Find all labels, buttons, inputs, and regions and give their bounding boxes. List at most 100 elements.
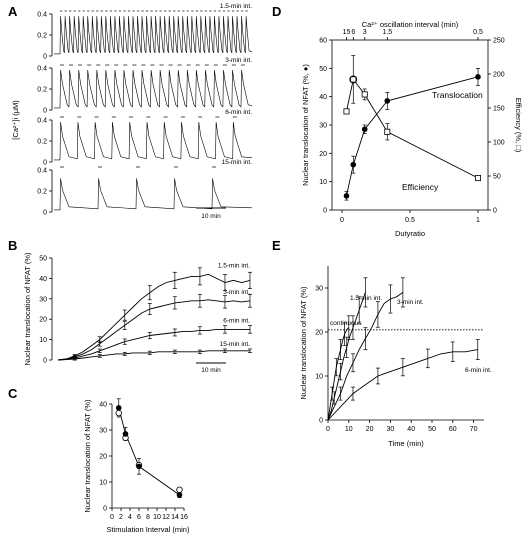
ca-trace-3: 0 0.2 0.4 15-min int. <box>37 159 252 217</box>
ca-trace-label: 3-min int. <box>225 57 252 64</box>
panel-e-xlabel: Time (min) <box>388 439 424 448</box>
ca-trace-y-tick-label: 0.4 <box>37 168 47 175</box>
ca-trace-line <box>54 178 253 211</box>
panel-d-efficiency-label: Efficiency <box>402 182 439 192</box>
panel-c-filled-marker <box>122 431 129 437</box>
panel-d-efficiency-marker <box>343 108 350 115</box>
panel-c-x-tick-label: 14 <box>171 514 179 521</box>
panel-e-series-label: 3-min int. <box>397 299 424 306</box>
ca-trace-line <box>54 70 253 109</box>
panel-label-b: B <box>8 238 17 253</box>
ca-trace-y-tick-label: 0.2 <box>37 139 47 146</box>
panel-c-xlabel: Stimulation Interval (min) <box>107 525 190 534</box>
ca-trace-y-tick-label: 0 <box>43 210 47 217</box>
panel-e-x-tick-label: 50 <box>428 426 436 433</box>
panel-c-filled-marker <box>115 405 122 411</box>
panel-d-y-right-tick-label: 150 <box>493 106 505 113</box>
panel-e-series-label: 6-min int. <box>465 367 492 374</box>
panel-d: 0 10 20 30 40 50 60 0 50 100 150 200 250 0 0.5 1 15 6 3 1.5… <box>301 20 523 238</box>
panel-d-translocation-marker <box>350 161 357 168</box>
ca-trace-y-tick-label: 0.2 <box>37 189 47 196</box>
panel-label-c: C <box>8 386 18 401</box>
panel-d-translocation-marker <box>361 126 368 133</box>
panel-c-x-tick-label: 0 <box>110 514 114 521</box>
panel-a-scale-bar-label: 10 min <box>201 213 221 220</box>
panel-b-series-line <box>57 273 251 361</box>
panel-b-series-line <box>57 299 251 361</box>
panel-c-filled-marker <box>176 492 183 498</box>
panel-e-x-tick-label: 10 <box>345 426 353 433</box>
ca-trace-0: 0 0.2 0.4 1.5-min int. <box>37 3 252 61</box>
panel-b-series-label: 15-min int. <box>220 341 251 348</box>
ca-trace-y-tick-label: 0.2 <box>37 87 47 94</box>
panel-c-open-marker <box>176 486 183 493</box>
ca-trace-label: 15-min int. <box>222 159 253 166</box>
ca-trace-y-tick-label: 0.4 <box>37 12 47 19</box>
panel-d-y-right-tick-label: 100 <box>493 140 505 147</box>
panel-d-y-tick-label: 60 <box>319 38 327 45</box>
panel-c-filled-marker <box>136 463 142 470</box>
panel-e-series-line <box>327 327 350 421</box>
ca-trace-label: 1.5-min int. <box>220 3 252 10</box>
panel-d-translocation-marker <box>384 98 391 104</box>
panel-e-x-tick-label: 70 <box>470 426 478 433</box>
panel-b-ylabel: Nuclear translocation of NFAT (%) <box>23 252 32 366</box>
panel-d-top-tick-label: 6 <box>351 29 355 36</box>
panel-d-top-axis-label: Ca²⁺ oscillation interval (min) <box>362 20 459 29</box>
panel-e-y-tick-label: 0 <box>319 418 323 425</box>
panel-e-x-tick-label: 60 <box>449 426 457 433</box>
panel-a-ylabel: [Ca²⁺]i (μM) <box>11 100 20 140</box>
panel-c-series-line <box>118 407 180 496</box>
panel-e-y-tick-label: 30 <box>315 286 323 293</box>
panel-d-translocation-marker <box>343 193 350 199</box>
panel-b-series-line <box>57 350 250 361</box>
ca-trace-y-tick-label: 0.4 <box>37 118 47 125</box>
ca-trace-y-tick-label: 0 <box>43 108 47 115</box>
panel-c-x-tick-label: 2 <box>119 514 123 521</box>
panel-e-y-tick-label: 20 <box>315 330 323 337</box>
panel-d-y-tick-label: 30 <box>319 123 327 130</box>
panel-e-x-tick-label: 0 <box>326 426 330 433</box>
panel-b-y-tick-label: 50 <box>39 256 47 263</box>
panel-b-series-label: 6-min int. <box>223 317 250 324</box>
panel-d-y-tick-label: 10 <box>319 179 327 186</box>
panel-d-y-tick-label: 0 <box>323 208 327 215</box>
panel-d-efficiency-marker <box>384 128 391 135</box>
panel-c-x-tick-label: 10 <box>153 514 161 521</box>
panel-e-y-tick-label: 10 <box>315 374 323 381</box>
panel-c-y-tick-label: 40 <box>99 402 107 409</box>
panel-c-ylabel: Nuclear translocation of NFAT (%) <box>83 399 92 513</box>
panel-e-series-label: 1.5-min int. <box>350 295 382 302</box>
panel-d-efficiency-marker <box>361 91 368 98</box>
panel-d-x-tick-label: 0.5 <box>405 217 415 224</box>
panel-b-y-tick-label: 10 <box>39 337 47 344</box>
panel-b-y-tick-label: 20 <box>39 317 47 324</box>
panel-d-y-tick-label: 40 <box>319 94 327 101</box>
panel-label-a: A <box>8 4 18 19</box>
panel-d-y-right-tick-label: 200 <box>493 72 505 79</box>
panel-b-y-tick-label: 40 <box>39 276 47 283</box>
panel-d-top-tick-label: 3 <box>363 29 367 36</box>
panel-labels: A B C D E <box>8 4 281 401</box>
panel-d-y-right-tick-label: 50 <box>493 174 501 181</box>
panel-b-series-label: 3-min int. <box>223 289 250 296</box>
ca-trace-y-tick-label: 0.4 <box>37 66 47 73</box>
panel-d-x-tick-label: 1 <box>476 217 480 224</box>
panel-c-open-marker <box>115 409 122 417</box>
panel-d-translocation-label: Translocation <box>432 90 483 100</box>
panel-b: 0 10 20 30 40 50 Nuclear translocation of NFAT… <box>23 252 252 374</box>
panel-d-xlabel: Dutyratio <box>395 229 425 238</box>
panel-e-x-tick-label: 40 <box>407 426 415 433</box>
ca-trace-y-tick-label: 0.2 <box>37 33 47 40</box>
ca-trace-line <box>54 16 253 55</box>
panel-d-top-tick-label: 0.5 <box>473 29 483 36</box>
panel-d-translocation-marker <box>475 74 481 80</box>
panel-c-y-tick-label: 20 <box>99 454 107 461</box>
panel-d-y-tick-label: 50 <box>319 66 327 73</box>
panel-e: 0 10 20 30 0 10 20 30 40 50 60 70 Time (min) Nuclear … <box>299 266 492 448</box>
panel-c-y-tick-label: 10 <box>99 480 107 487</box>
panel-e-ylabel: Nuclear translocation of NFAT (%) <box>299 286 308 400</box>
panel-d-top-tick-label: 15 <box>343 29 351 36</box>
panel-d-ylabel: Nuclear translocation of NFAT (%, ●) <box>301 64 310 186</box>
